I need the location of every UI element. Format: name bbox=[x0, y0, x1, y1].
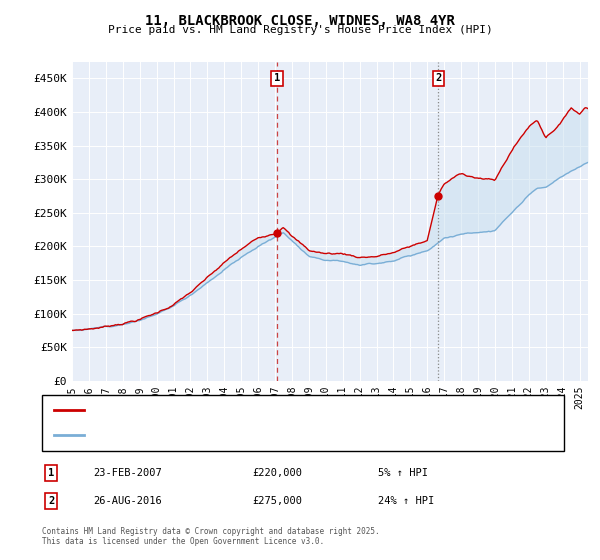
Text: 5% ↑ HPI: 5% ↑ HPI bbox=[378, 468, 428, 478]
Text: HPI: Average price, detached house, Halton: HPI: Average price, detached house, Halt… bbox=[96, 430, 343, 440]
Text: 24% ↑ HPI: 24% ↑ HPI bbox=[378, 496, 434, 506]
Text: 1: 1 bbox=[48, 468, 54, 478]
Text: Contains HM Land Registry data © Crown copyright and database right 2025.
This d: Contains HM Land Registry data © Crown c… bbox=[42, 526, 380, 546]
Text: 11, BLACKBROOK CLOSE, WIDNES, WA8 4YR: 11, BLACKBROOK CLOSE, WIDNES, WA8 4YR bbox=[145, 14, 455, 28]
Text: £220,000: £220,000 bbox=[252, 468, 302, 478]
Text: 23-FEB-2007: 23-FEB-2007 bbox=[93, 468, 162, 478]
Text: £275,000: £275,000 bbox=[252, 496, 302, 506]
Text: 1: 1 bbox=[274, 73, 280, 83]
Text: 2: 2 bbox=[435, 73, 442, 83]
Text: 2: 2 bbox=[48, 496, 54, 506]
Text: 26-AUG-2016: 26-AUG-2016 bbox=[93, 496, 162, 506]
Text: 11, BLACKBROOK CLOSE, WIDNES, WA8 4YR (detached house): 11, BLACKBROOK CLOSE, WIDNES, WA8 4YR (d… bbox=[96, 405, 413, 416]
Text: Price paid vs. HM Land Registry's House Price Index (HPI): Price paid vs. HM Land Registry's House … bbox=[107, 25, 493, 35]
